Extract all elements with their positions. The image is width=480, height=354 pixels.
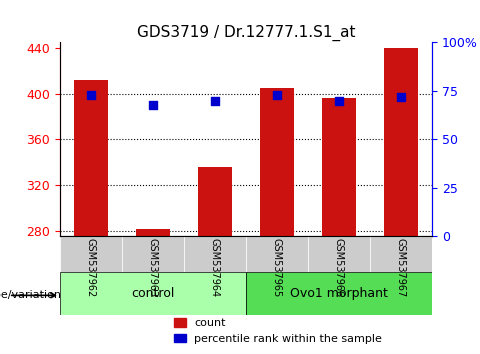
- Bar: [136, 229, 170, 236]
- FancyBboxPatch shape: [60, 272, 246, 315]
- Text: GSM537966: GSM537966: [334, 238, 344, 297]
- Point: [397, 94, 405, 99]
- Text: GSM537962: GSM537962: [86, 238, 96, 297]
- Title: GDS3719 / Dr.12777.1.S1_at: GDS3719 / Dr.12777.1.S1_at: [137, 25, 355, 41]
- Bar: [74, 80, 108, 236]
- Bar: [384, 48, 418, 236]
- Text: GSM537963: GSM537963: [148, 238, 158, 297]
- FancyBboxPatch shape: [60, 236, 122, 272]
- Bar: [198, 167, 232, 236]
- Legend: count, percentile rank within the sample: count, percentile rank within the sample: [170, 314, 387, 348]
- FancyBboxPatch shape: [122, 236, 184, 272]
- Text: GSM537965: GSM537965: [272, 238, 282, 297]
- Text: GSM537964: GSM537964: [210, 238, 220, 297]
- Text: GSM537967: GSM537967: [396, 238, 406, 297]
- Bar: [260, 88, 294, 236]
- Text: control: control: [132, 287, 175, 300]
- FancyBboxPatch shape: [184, 236, 246, 272]
- Point: [273, 92, 281, 98]
- Bar: [322, 98, 356, 236]
- FancyBboxPatch shape: [308, 236, 370, 272]
- FancyBboxPatch shape: [370, 236, 432, 272]
- FancyBboxPatch shape: [246, 236, 308, 272]
- Text: Ovo1 morphant: Ovo1 morphant: [290, 287, 388, 300]
- Point: [149, 102, 157, 107]
- Point: [335, 98, 343, 103]
- Point: [211, 98, 219, 103]
- Point: [87, 92, 95, 98]
- FancyBboxPatch shape: [246, 272, 432, 315]
- Text: genotype/variation: genotype/variation: [0, 290, 62, 301]
